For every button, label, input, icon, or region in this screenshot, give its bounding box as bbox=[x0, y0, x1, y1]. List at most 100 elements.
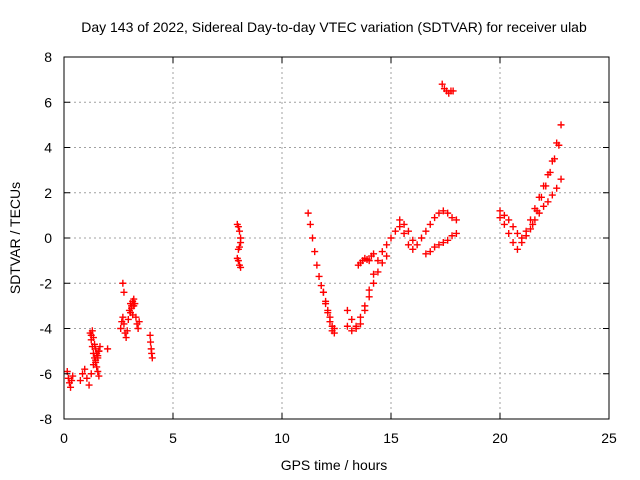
x-axis-label: GPS time / hours bbox=[281, 457, 388, 473]
data-point bbox=[387, 234, 395, 242]
data-point bbox=[418, 234, 426, 242]
grid bbox=[64, 57, 609, 419]
data-points bbox=[63, 80, 565, 391]
y-tick-label: 8 bbox=[44, 49, 52, 65]
data-point bbox=[119, 313, 127, 321]
data-point bbox=[513, 245, 521, 253]
data-point bbox=[311, 248, 319, 256]
data-point bbox=[505, 216, 513, 224]
series-seg-20-23b bbox=[496, 175, 565, 253]
data-point bbox=[119, 279, 127, 287]
data-point bbox=[426, 220, 434, 228]
series-seg-12-13 bbox=[319, 288, 338, 337]
data-point bbox=[533, 207, 541, 215]
data-point bbox=[374, 257, 382, 265]
data-point bbox=[496, 214, 504, 222]
series-seg-1.4 bbox=[87, 327, 104, 362]
data-point bbox=[92, 358, 100, 366]
data-point bbox=[356, 313, 364, 321]
data-point bbox=[148, 354, 156, 362]
data-point bbox=[546, 168, 554, 176]
data-point bbox=[413, 241, 421, 249]
series-seg-21.5 bbox=[529, 141, 563, 228]
data-point bbox=[89, 334, 97, 342]
data-point bbox=[328, 322, 336, 330]
data-point bbox=[404, 241, 412, 249]
data-point bbox=[439, 239, 447, 247]
data-point bbox=[132, 313, 140, 321]
data-point bbox=[343, 306, 351, 314]
data-point bbox=[67, 383, 75, 391]
data-point bbox=[365, 257, 373, 265]
data-point bbox=[146, 331, 154, 339]
data-point bbox=[452, 216, 460, 224]
series-seg-11-12 bbox=[304, 209, 338, 335]
data-point bbox=[120, 288, 128, 296]
x-tick-label: 25 bbox=[601, 430, 617, 446]
data-point bbox=[237, 239, 245, 247]
data-point bbox=[88, 327, 96, 335]
data-point bbox=[383, 241, 391, 249]
data-point bbox=[370, 270, 378, 278]
data-point bbox=[409, 236, 417, 244]
data-point bbox=[378, 248, 386, 256]
data-point bbox=[322, 297, 330, 305]
y-tick-label: 2 bbox=[44, 185, 52, 201]
y-tick-label: 4 bbox=[44, 140, 52, 156]
data-point bbox=[96, 343, 104, 351]
data-point bbox=[83, 374, 91, 382]
data-point bbox=[439, 207, 447, 215]
x-tick-label: 15 bbox=[383, 430, 399, 446]
data-point bbox=[448, 214, 456, 222]
data-point bbox=[324, 306, 332, 314]
data-point bbox=[396, 223, 404, 231]
data-point bbox=[309, 234, 317, 242]
data-point bbox=[95, 372, 103, 380]
data-point bbox=[435, 209, 443, 217]
x-tick-label: 10 bbox=[274, 430, 290, 446]
data-point bbox=[444, 236, 452, 244]
data-point bbox=[378, 259, 386, 267]
series-seg-20-23a bbox=[496, 121, 565, 242]
series-seg-8.0 bbox=[233, 220, 245, 253]
data-point bbox=[500, 211, 508, 219]
data-point bbox=[93, 363, 101, 371]
data-point bbox=[315, 272, 323, 280]
data-point bbox=[557, 121, 565, 129]
series-iso-2.7 bbox=[119, 279, 128, 296]
data-point bbox=[527, 225, 535, 233]
data-point bbox=[422, 227, 430, 235]
data-point bbox=[69, 372, 77, 380]
series-seg-13-14b bbox=[343, 252, 391, 335]
data-point bbox=[304, 209, 312, 217]
data-point bbox=[531, 216, 539, 224]
data-point bbox=[330, 329, 338, 337]
y-tick-label: -8 bbox=[40, 411, 53, 427]
series-seg-2.8 bbox=[117, 300, 138, 342]
data-point bbox=[134, 325, 142, 332]
data-point bbox=[449, 87, 457, 95]
series-seg-13.5 bbox=[354, 250, 378, 269]
data-point bbox=[435, 241, 443, 249]
data-point bbox=[356, 320, 364, 328]
data-point bbox=[551, 155, 558, 163]
x-tick-label: 20 bbox=[492, 430, 508, 446]
data-point bbox=[95, 347, 103, 355]
data-point bbox=[365, 286, 373, 294]
data-point bbox=[81, 365, 89, 373]
data-point bbox=[555, 141, 563, 149]
data-point bbox=[542, 182, 550, 190]
data-point bbox=[544, 198, 552, 206]
data-point bbox=[391, 227, 399, 235]
data-point bbox=[431, 214, 439, 222]
data-point bbox=[529, 220, 537, 228]
x-tick-label: 0 bbox=[60, 430, 68, 446]
data-point bbox=[235, 227, 243, 235]
data-point bbox=[326, 313, 334, 321]
data-point bbox=[130, 295, 138, 303]
data-point bbox=[319, 288, 327, 296]
x-tick-label: 5 bbox=[169, 430, 177, 446]
data-point bbox=[518, 239, 526, 247]
data-point bbox=[79, 370, 87, 378]
data-point bbox=[548, 191, 556, 199]
